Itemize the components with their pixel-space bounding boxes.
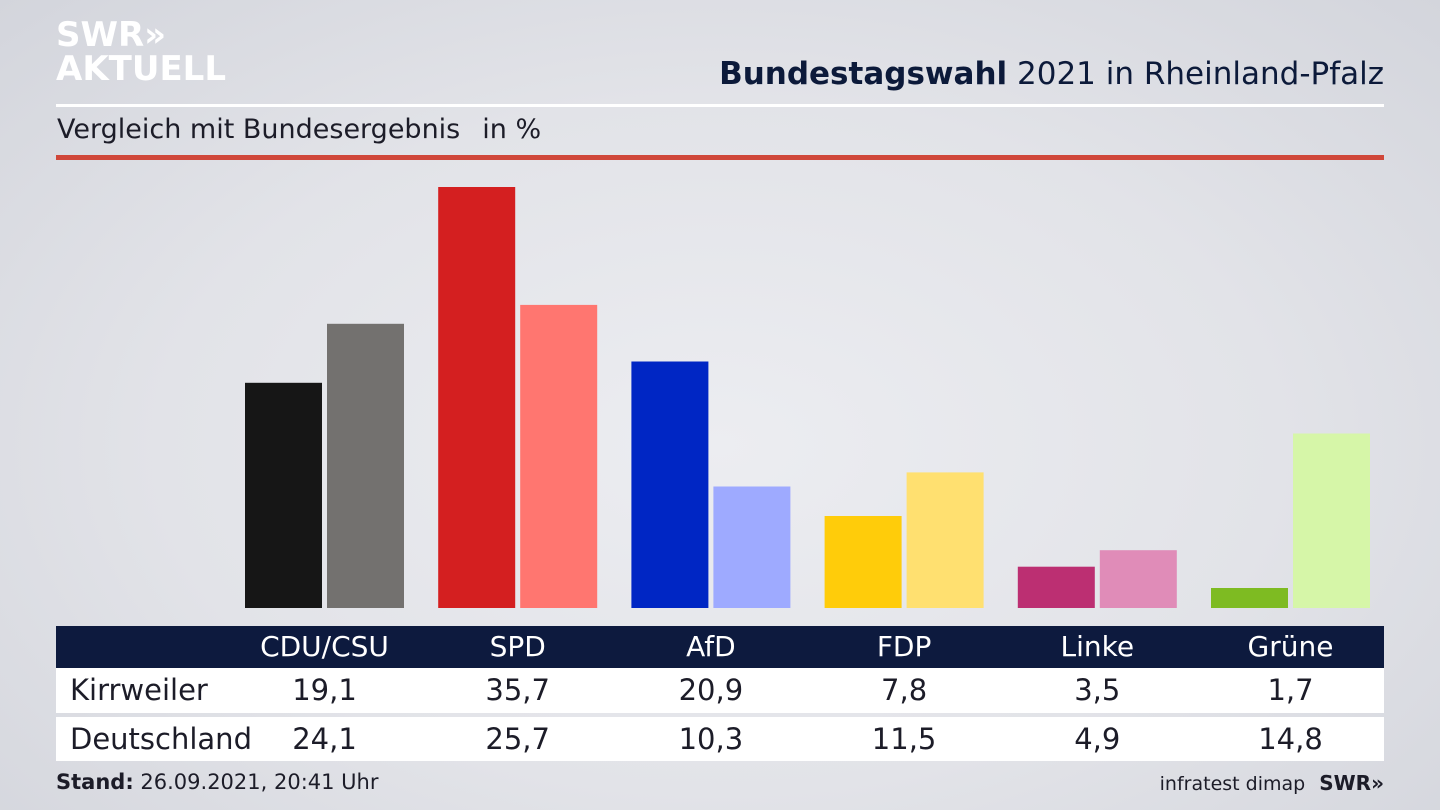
table-row: Kirrweiler 19,1 35,7 20,9 7,8 3,5 1,7 — [56, 668, 1384, 713]
table-cell: 24,1 — [292, 722, 357, 756]
table-cell: 25,7 — [485, 722, 550, 756]
column-header: CDU/CSU — [260, 630, 389, 663]
table-cell: 20,9 — [678, 673, 744, 707]
table-cell: 4,9 — [1074, 722, 1121, 756]
row-label: Deutschland — [70, 722, 252, 756]
stand-value: 26.09.2021, 20:41 Uhr — [133, 770, 379, 794]
logo-line-2: AKTUELL — [56, 49, 227, 89]
column-header: SPD — [489, 630, 546, 663]
table-cell: 7,8 — [881, 673, 928, 707]
table-cell: 35,7 — [485, 673, 550, 707]
chart-subtitle: Vergleich mit Bundesergebnis in % — [57, 114, 541, 145]
table-header-row: CDU/CSU SPD AfD FDP Linke Grüne — [56, 626, 1384, 668]
subtitle-divider — [56, 155, 1384, 160]
bar-deutschland-4 — [1099, 550, 1177, 608]
column-header: Grüne — [1247, 630, 1334, 663]
bar-kirrweiler-2 — [631, 361, 709, 608]
bar-deutschland-5 — [1293, 433, 1370, 608]
column-header: FDP — [876, 630, 932, 663]
page-title: Bundestagswahl 2021 in Rheinland-Pfalz — [719, 56, 1384, 92]
results-table: CDU/CSU SPD AfD FDP Linke Grüne Kirrweiler 19… — [56, 626, 1384, 761]
table-cell: 14,8 — [1258, 722, 1323, 756]
swr-footer-logo: SWR» — [1319, 771, 1384, 795]
column-header: Linke — [1060, 630, 1135, 663]
source-credit: infratest dimap SWR» — [1160, 771, 1384, 795]
bar-kirrweiler-5 — [1211, 588, 1288, 608]
bar-deutschland-0 — [327, 323, 404, 608]
source-label: infratest dimap — [1159, 773, 1306, 795]
bar-deutschland-3 — [906, 472, 984, 608]
title-bold: Bundestagswahl — [719, 56, 1008, 92]
timestamp: Stand: 26.09.2021, 20:41 Uhr — [56, 770, 379, 794]
unit-label: in % — [482, 114, 542, 145]
table-cell: 10,3 — [678, 722, 744, 756]
table-cell: 19,1 — [292, 673, 357, 707]
title-rest: 2021 in Rheinland-Pfalz — [1007, 56, 1384, 92]
table-cell: 11,5 — [871, 722, 937, 756]
table-row: Deutschland 24,1 25,7 10,3 11,5 4,9 14,8 — [56, 717, 1384, 761]
stand-label: Stand: — [56, 770, 134, 794]
bar-deutschland-1 — [520, 304, 598, 608]
subtitle-text: Vergleich mit Bundesergebnis — [57, 114, 461, 145]
bar-kirrweiler-0 — [245, 382, 322, 608]
row-label: Kirrweiler — [70, 673, 208, 707]
table-cell: 3,5 — [1074, 673, 1121, 707]
column-header: AfD — [686, 630, 736, 663]
bar-kirrweiler-4 — [1017, 566, 1095, 608]
header-divider — [56, 104, 1384, 107]
bar-kirrweiler-1 — [438, 187, 516, 608]
table-cell: 1,7 — [1267, 673, 1314, 707]
swr-aktuell-logo: SWR» AKTUELL — [56, 18, 226, 86]
bar-kirrweiler-3 — [824, 516, 902, 608]
logo-line-1: SWR» — [56, 15, 167, 55]
bar-deutschland-2 — [713, 486, 791, 608]
